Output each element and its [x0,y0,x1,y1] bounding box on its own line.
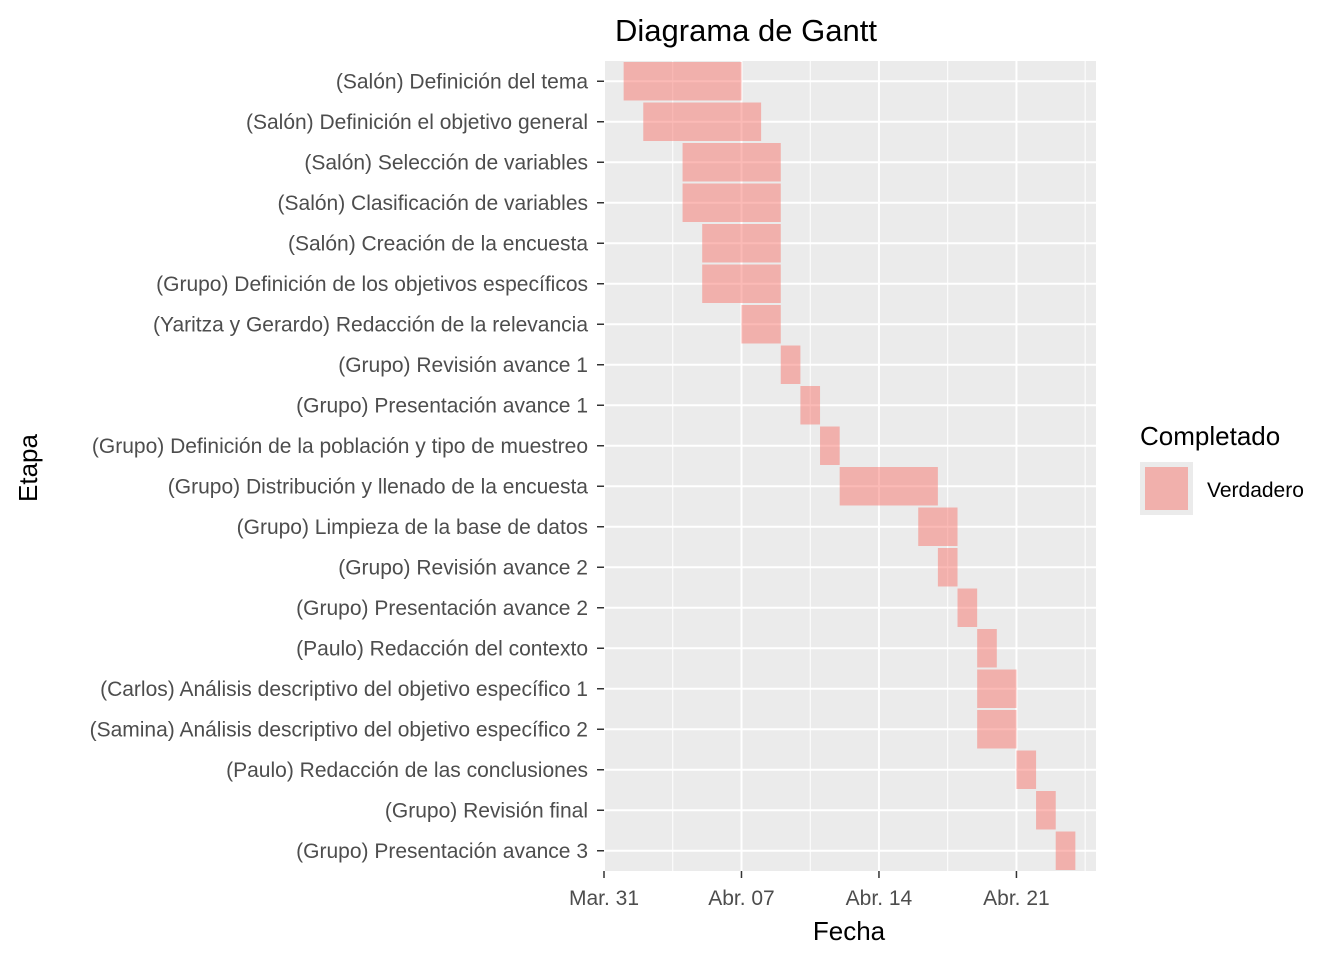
gantt-bar [702,264,781,303]
y-tick-label: (Samina) Análisis descriptivo del objeti… [90,718,588,741]
y-tick-label: (Grupo) Distribución y llenado de la enc… [168,475,589,498]
bars-layer [623,62,1076,870]
legend-title: Completado [1140,421,1280,451]
y-tick-label: (Grupo) Presentación avance 3 [296,840,588,863]
gantt-bar [839,467,938,506]
gantt-bar [1055,831,1076,870]
gantt-bar [977,669,1017,708]
gantt-bar [643,102,762,141]
gantt-bar [682,143,781,182]
x-tick-label: Abr. 14 [846,887,913,910]
y-tick-label: (Yaritza y Gerardo) Redacción de la rele… [153,313,588,336]
y-tick-label: (Carlos) Análisis descriptivo del objeti… [100,678,588,701]
legend-swatch [1145,467,1188,510]
gantt-bar [702,224,781,263]
chart-title: Diagrama de Gantt [615,13,877,48]
y-tick-label: (Salón) Creación de la encuesta [288,232,588,255]
y-tick-label: (Grupo) Revisión final [385,799,588,822]
gantt-bar [800,386,821,425]
gantt-bar [623,62,742,101]
gantt-bar [977,710,1017,749]
x-tick-label: Abr. 21 [983,887,1050,910]
y-tick-label: (Salón) Clasificación de variables [278,192,588,215]
y-tick-label: (Grupo) Presentación avance 2 [296,597,588,620]
y-tick-label: (Grupo) Presentación avance 1 [296,394,588,417]
y-tick-label: (Paulo) Redacción de las conclusiones [226,759,588,782]
gantt-bar [918,507,958,546]
x-tick-label: Mar. 31 [569,887,639,910]
x-tick-label: Abr. 07 [708,887,775,910]
legend-label: Verdadero [1207,479,1304,502]
legend: Completado Verdadero [1140,421,1304,515]
gantt-bar [957,588,978,627]
y-tick-label: (Grupo) Definición de los objetivos espe… [156,273,588,296]
x-axis: Mar. 31 Abr. 07 Abr. 14 Abr. 21 [569,871,1050,910]
plot-panel [603,61,1096,871]
gantt-bar [1036,791,1056,830]
y-tick-label: (Paulo) Redacción del contexto [296,637,588,660]
x-axis-title: Fecha [813,916,886,946]
y-axis: (Salón) Definición del tema (Salón) Defin… [90,70,604,863]
panel-background [604,61,1096,871]
y-tick-label: (Grupo) Definición de la población y tip… [92,435,588,458]
y-tick-label: (Grupo) Revisión avance 1 [338,354,588,377]
y-tick-label: (Salón) Selección de variables [304,151,588,174]
gantt-bar [977,629,997,668]
gantt-bar [820,426,840,465]
gantt-bar [741,305,781,344]
gantt-bar [682,183,781,222]
y-tick-label: (Salón) Definición del tema [336,70,588,93]
y-tick-label: (Salón) Definición el objetivo general [246,111,588,134]
gantt-bar [1016,750,1037,789]
y-axis-title: Etapa [13,433,43,501]
gantt-bar [937,548,958,587]
y-tick-label: (Grupo) Revisión avance 2 [338,556,588,579]
y-tick-label: (Grupo) Limpieza de la base de datos [237,516,588,539]
gantt-bar [780,345,801,384]
